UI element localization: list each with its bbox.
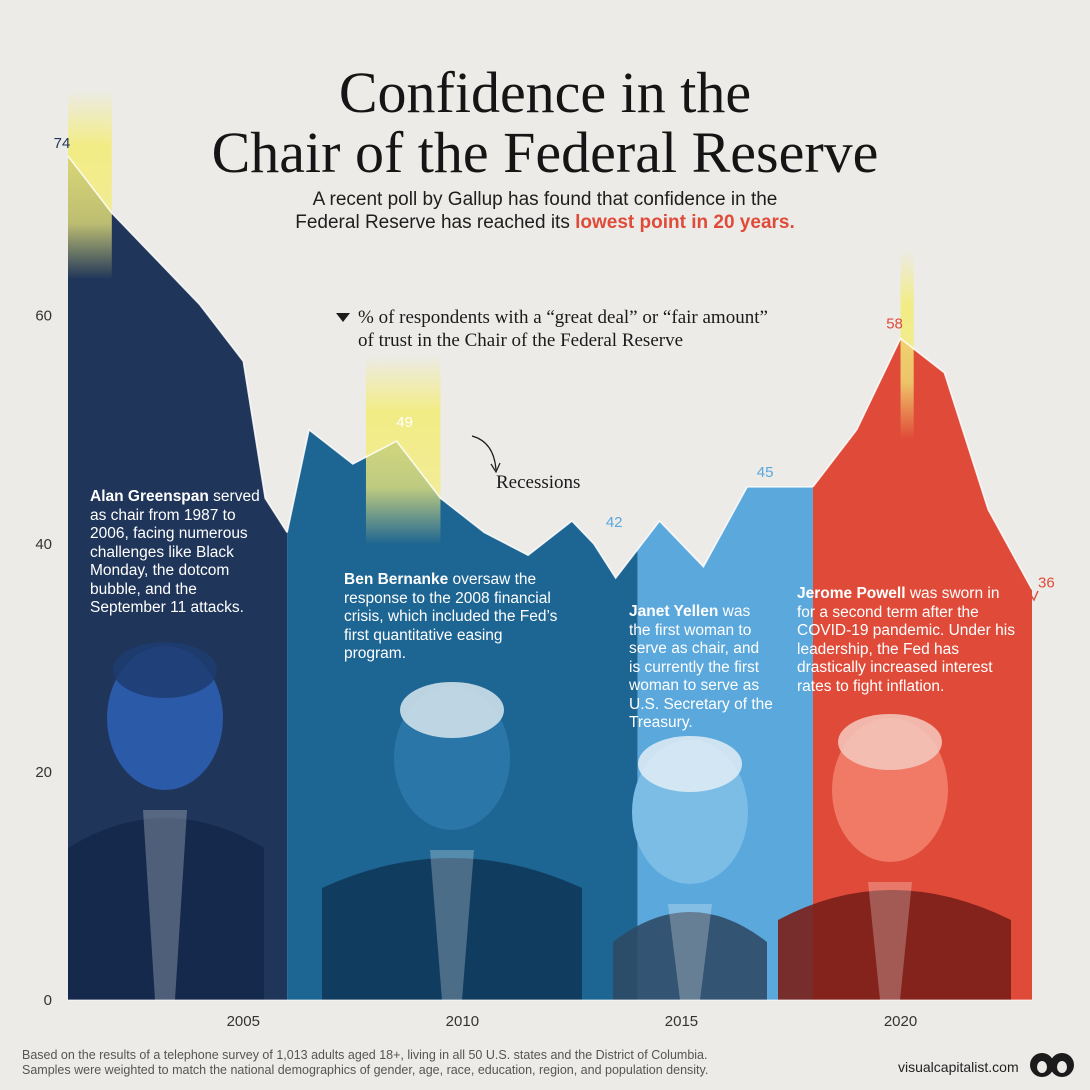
chart-title-line1: Confidence in the [338,60,752,125]
subtitle-line1: A recent poll by Gallup has found that c… [312,189,778,210]
end-arrowhead [1028,590,1039,602]
data-label-58: 58 [886,315,903,332]
footnote-line1: Based on the results of a telephone surv… [22,1048,708,1062]
y-tick-label: 60 [35,308,52,325]
portrait-hair [113,642,217,698]
visualcapitalist-logo-icon [1030,1053,1074,1077]
chair-name-yellen: Janet Yellen [629,603,719,620]
chart-title-line2: Chair of the Federal Reserve [211,120,879,185]
chair-desc-yellen: was the first woman to serve as chair, a… [629,603,773,731]
x-tick-label: 2005 [227,1013,260,1030]
portrait-shirt [668,904,712,1000]
footnote-line2: Samples were weighted to match the natio… [22,1063,709,1077]
x-tick-label: 2010 [446,1013,479,1030]
portrait-body [322,858,582,1000]
data-label-74: 74 [54,135,71,152]
recessions-label: Recessions [496,472,581,493]
portrait-body [778,890,1011,1000]
area-alan-greenspan [68,156,288,1000]
line-ben-bernanke [286,428,639,580]
chair-photos [68,642,1011,1000]
portrait-ben-bernanke [322,682,582,1000]
data-label-49: 49 [396,414,413,431]
subtitle-highlight: lowest point in 20 years. [575,212,795,233]
footnote: Based on the results of a telephone surv… [22,1048,708,1078]
portrait-alan-greenspan [68,642,264,1000]
portrait-hair [400,682,504,738]
chair-name-powell: Jerome Powell [797,585,906,602]
data-label-36: 36 [1038,574,1055,591]
x-tick-label: 2020 [884,1013,917,1030]
subtitle-line2: Federal Reserve has reached its lowest p… [0,211,1090,235]
portrait-janet-yellen [613,736,767,1000]
portrait-hair [638,736,742,792]
line-jerome-powell [812,337,1033,590]
line-alan-greenspan [67,155,288,533]
portrait-shirt [430,850,474,1000]
portrait-shirt [868,882,912,1000]
y-tick-label: 0 [44,992,52,1009]
chair-name-bernanke: Ben Bernanke [344,571,449,588]
portrait-shirt [143,810,187,1000]
legend-note: % of respondents with a “great deal” or … [358,306,768,352]
x-axis: 2005 2010 2015 2020 [68,999,1032,1030]
portrait-body [613,912,767,1000]
chair-text-powell: Jerome Powell was sworn in for a second … [797,585,1019,696]
chair-desc-greenspan: served as chair from 1987 to 2006, facin… [90,488,260,616]
chair-text-yellen: Janet Yellen was the first woman to serv… [629,603,774,733]
legend-line1: % of respondents with a “great deal” or … [358,307,768,328]
y-tick-label: 20 [35,764,52,781]
y-tick-label: 40 [35,536,52,553]
recession-arrowhead [490,462,501,474]
data-labels: 74 49 42 45 58 36 [54,135,1055,591]
series-lines [67,155,1033,590]
subtitle-line2-plain: Federal Reserve has reached its [295,212,576,233]
y-axis: 0 20 40 60 [35,308,52,1009]
data-label-42: 42 [606,514,623,531]
data-label-45: 45 [757,464,774,481]
chair-desc-powell: was sworn in for a second term after the… [797,585,1015,695]
recession-arrow [471,435,497,471]
portrait-jerome-powell [778,714,1011,1000]
chair-text-greenspan: Alan Greenspan served as chair from 1987… [90,488,275,618]
source-link[interactable]: visualcapitalist.com [898,1059,1019,1075]
portrait-hair [838,714,942,770]
x-tick-label: 2015 [665,1013,698,1030]
chair-text-bernanke: Ben Bernanke oversaw the response to the… [344,571,566,664]
portrait-body [68,818,264,1000]
chair-name-greenspan: Alan Greenspan [90,488,209,505]
line-janet-yellen [636,486,813,568]
legend-line2: of trust in the Chair of the Federal Res… [358,330,684,351]
legend-triangle-icon [336,313,350,322]
annotation-arrows [471,435,1039,602]
chair-desc-bernanke: oversaw the response to the 2008 financi… [344,571,558,662]
